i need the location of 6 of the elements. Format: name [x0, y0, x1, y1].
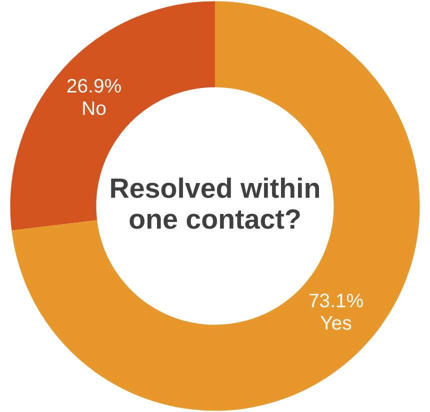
slice-label: No: [83, 101, 106, 116]
data-label: 26.9%: [67, 78, 121, 93]
donut-slice: [12, 1, 420, 411]
slice-label: Yes: [320, 316, 352, 330]
text: Resolved within one contact?: [111, 178, 320, 229]
data-label: 73.1%: [309, 294, 363, 308]
